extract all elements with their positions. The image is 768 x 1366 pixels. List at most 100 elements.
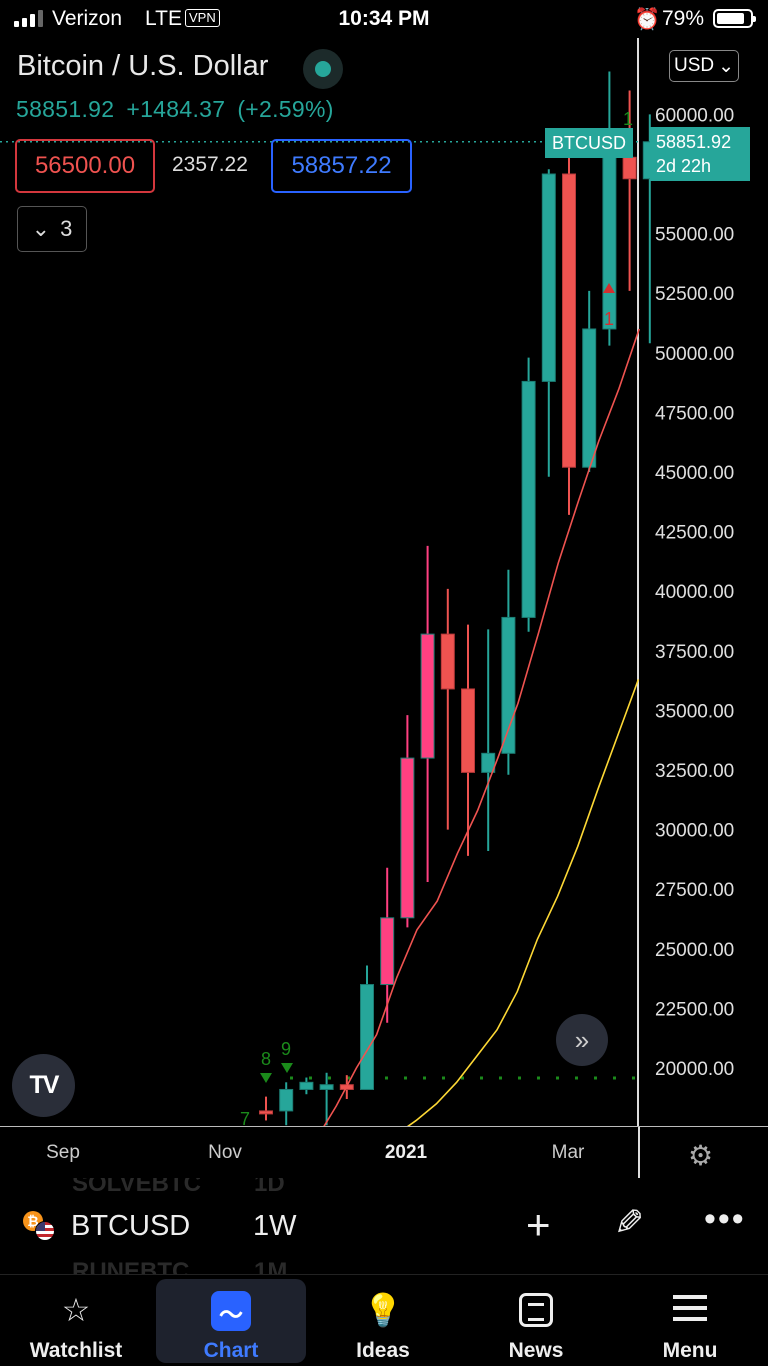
candle-body [562, 173, 576, 468]
interval-button[interactable]: 1W [253, 1210, 297, 1242]
td-arrow-down-icon [281, 1063, 293, 1073]
nav-label: Watchlist [29, 1339, 123, 1362]
price-axis-label: 32500.00 [655, 761, 734, 782]
time-label: Mar [551, 1142, 585, 1163]
price-tag-value: 58851.92 [656, 132, 732, 152]
chart-icon [211, 1291, 251, 1331]
price-axis-label: 50000.00 [655, 344, 734, 365]
price-axis-label: 47500.00 [655, 403, 734, 424]
nav-menu[interactable]: Menu [615, 1279, 765, 1363]
drawing-tools-icon[interactable]: ✎ [614, 1202, 645, 1243]
indicators-count: 3 [60, 216, 73, 241]
candle-body [400, 757, 415, 919]
moving-average-yellow [406, 679, 640, 1126]
spread-value: 2357.22 [172, 153, 248, 176]
price-axis-label: 60000.00 [655, 105, 734, 126]
price-axis-label: 25000.00 [655, 940, 734, 961]
chart-canvas[interactable]: 60000.0057500.0055000.0052500.0050000.00… [0, 38, 768, 1126]
symbol-search-button[interactable]: BTCUSD [71, 1210, 191, 1242]
chevron-down-icon: ⌄ [31, 216, 51, 241]
price-change: +1484.37 [126, 96, 226, 122]
tradingview-logo-icon[interactable]: TV [12, 1054, 75, 1117]
candle-body [461, 688, 475, 773]
time-axis[interactable]: Sep Nov 2021 Mar ⚙ [0, 1126, 768, 1179]
td-sequential-marker: 8 [261, 1049, 271, 1069]
candle-body [319, 1084, 334, 1090]
battery-percent: 79% [662, 7, 705, 30]
price-axis-label: 35000.00 [655, 701, 734, 722]
us-flag-icon [35, 1221, 55, 1241]
price-axis-label: 30000.00 [655, 821, 734, 842]
candle-body [440, 633, 455, 690]
symbol-bar: SOLVEBTC 1D RUNEBTC 1M ₿ BTCUSD 1W + ✎ •… [0, 1178, 768, 1274]
time-label: 2021 [384, 1142, 428, 1163]
time-label: Nov [208, 1142, 242, 1163]
price-axis-label: 40000.00 [655, 582, 734, 603]
td-sequential-marker: 1 [623, 109, 633, 129]
candle-body [481, 752, 496, 773]
moving-average-red [323, 328, 640, 1126]
sell-button[interactable]: 56500.00 [15, 139, 155, 193]
nav-chart[interactable]: Chart [156, 1279, 306, 1363]
currency-select[interactable]: USD ⌄ [669, 50, 739, 82]
candle-body [299, 1081, 314, 1090]
price-axis-label: 27500.00 [655, 880, 734, 901]
price-chart[interactable]: 60000.0057500.0055000.0052500.0050000.00… [0, 38, 768, 1126]
ticker-tag: BTCUSD [545, 128, 633, 158]
candle-body [521, 380, 536, 618]
market-open-indicator [303, 49, 343, 89]
price-axis-label: 37500.00 [655, 642, 734, 663]
td-arrow-down-icon [260, 1073, 272, 1083]
status-bar: Verizon LTE VPN 10:34 PM ⏰ 79% [0, 0, 768, 38]
price-axis-label: 20000.00 [655, 1059, 734, 1080]
vpn-badge: VPN [185, 9, 220, 27]
last-price: 58851.92 [16, 96, 115, 122]
candle-body [622, 156, 637, 180]
indicators-toggle[interactable]: ⌄ 3 [17, 206, 87, 252]
battery-icon [713, 9, 756, 28]
buy-button[interactable]: 58857.22 [271, 139, 412, 193]
candle-body [380, 917, 395, 986]
price-axis-label: 45000.00 [655, 463, 734, 484]
candle-body [541, 173, 556, 382]
nav-watchlist[interactable]: ☆ Watchlist [1, 1279, 151, 1363]
bottom-nav: ☆ Watchlist Chart 💡 Ideas News Menu [0, 1274, 768, 1366]
currency-label: USD [673, 55, 715, 76]
candle-body [360, 984, 374, 1090]
symbol-title: Bitcoin / U.S. Dollar [17, 50, 269, 82]
candle-body [582, 328, 597, 468]
add-icon[interactable]: + [526, 1201, 551, 1248]
td-sequential-marker: 1 [604, 309, 614, 329]
nav-ideas[interactable]: 💡 Ideas [308, 1279, 458, 1363]
more-options-icon[interactable]: ••• [704, 1200, 746, 1238]
chevron-down-icon: ⌄ [718, 55, 735, 77]
chart-settings-icon[interactable]: ⚙ [688, 1140, 714, 1171]
ghost-interval: 1M [254, 1258, 288, 1274]
current-price-tag: 58851.92 2d 22h [650, 127, 750, 181]
nav-label: Chart [203, 1339, 259, 1362]
axis-divider [638, 1127, 640, 1179]
network-label: LTE [145, 7, 182, 30]
candle-body [420, 633, 435, 759]
td-arrow-up-icon [603, 283, 615, 293]
candle-body [602, 156, 617, 330]
scroll-to-realtime-button[interactable]: » [556, 1014, 608, 1066]
candle-body [259, 1110, 273, 1115]
carrier-label: Verizon [52, 7, 123, 30]
td-sequential-marker: 7 [240, 1109, 250, 1126]
ghost-symbol: SOLVEBTC [72, 1178, 201, 1197]
nav-label: Ideas [356, 1339, 410, 1362]
alarm-icon: ⏰ [634, 8, 661, 31]
ghost-interval: 1D [254, 1178, 285, 1197]
price-axis-label: 52500.00 [655, 284, 734, 305]
price-axis-label: 55000.00 [655, 225, 734, 246]
candle-body [279, 1088, 294, 1112]
star-icon: ☆ [61, 1292, 91, 1328]
ghost-symbol: RUNEBTC [72, 1258, 190, 1274]
nav-label: Menu [662, 1339, 718, 1362]
clock: 10:34 PM [338, 7, 430, 30]
nav-news[interactable]: News [461, 1279, 611, 1363]
bar-countdown: 2d 22h [656, 156, 712, 176]
lightbulb-icon: 💡 [363, 1292, 403, 1328]
menu-icon [673, 1295, 707, 1321]
